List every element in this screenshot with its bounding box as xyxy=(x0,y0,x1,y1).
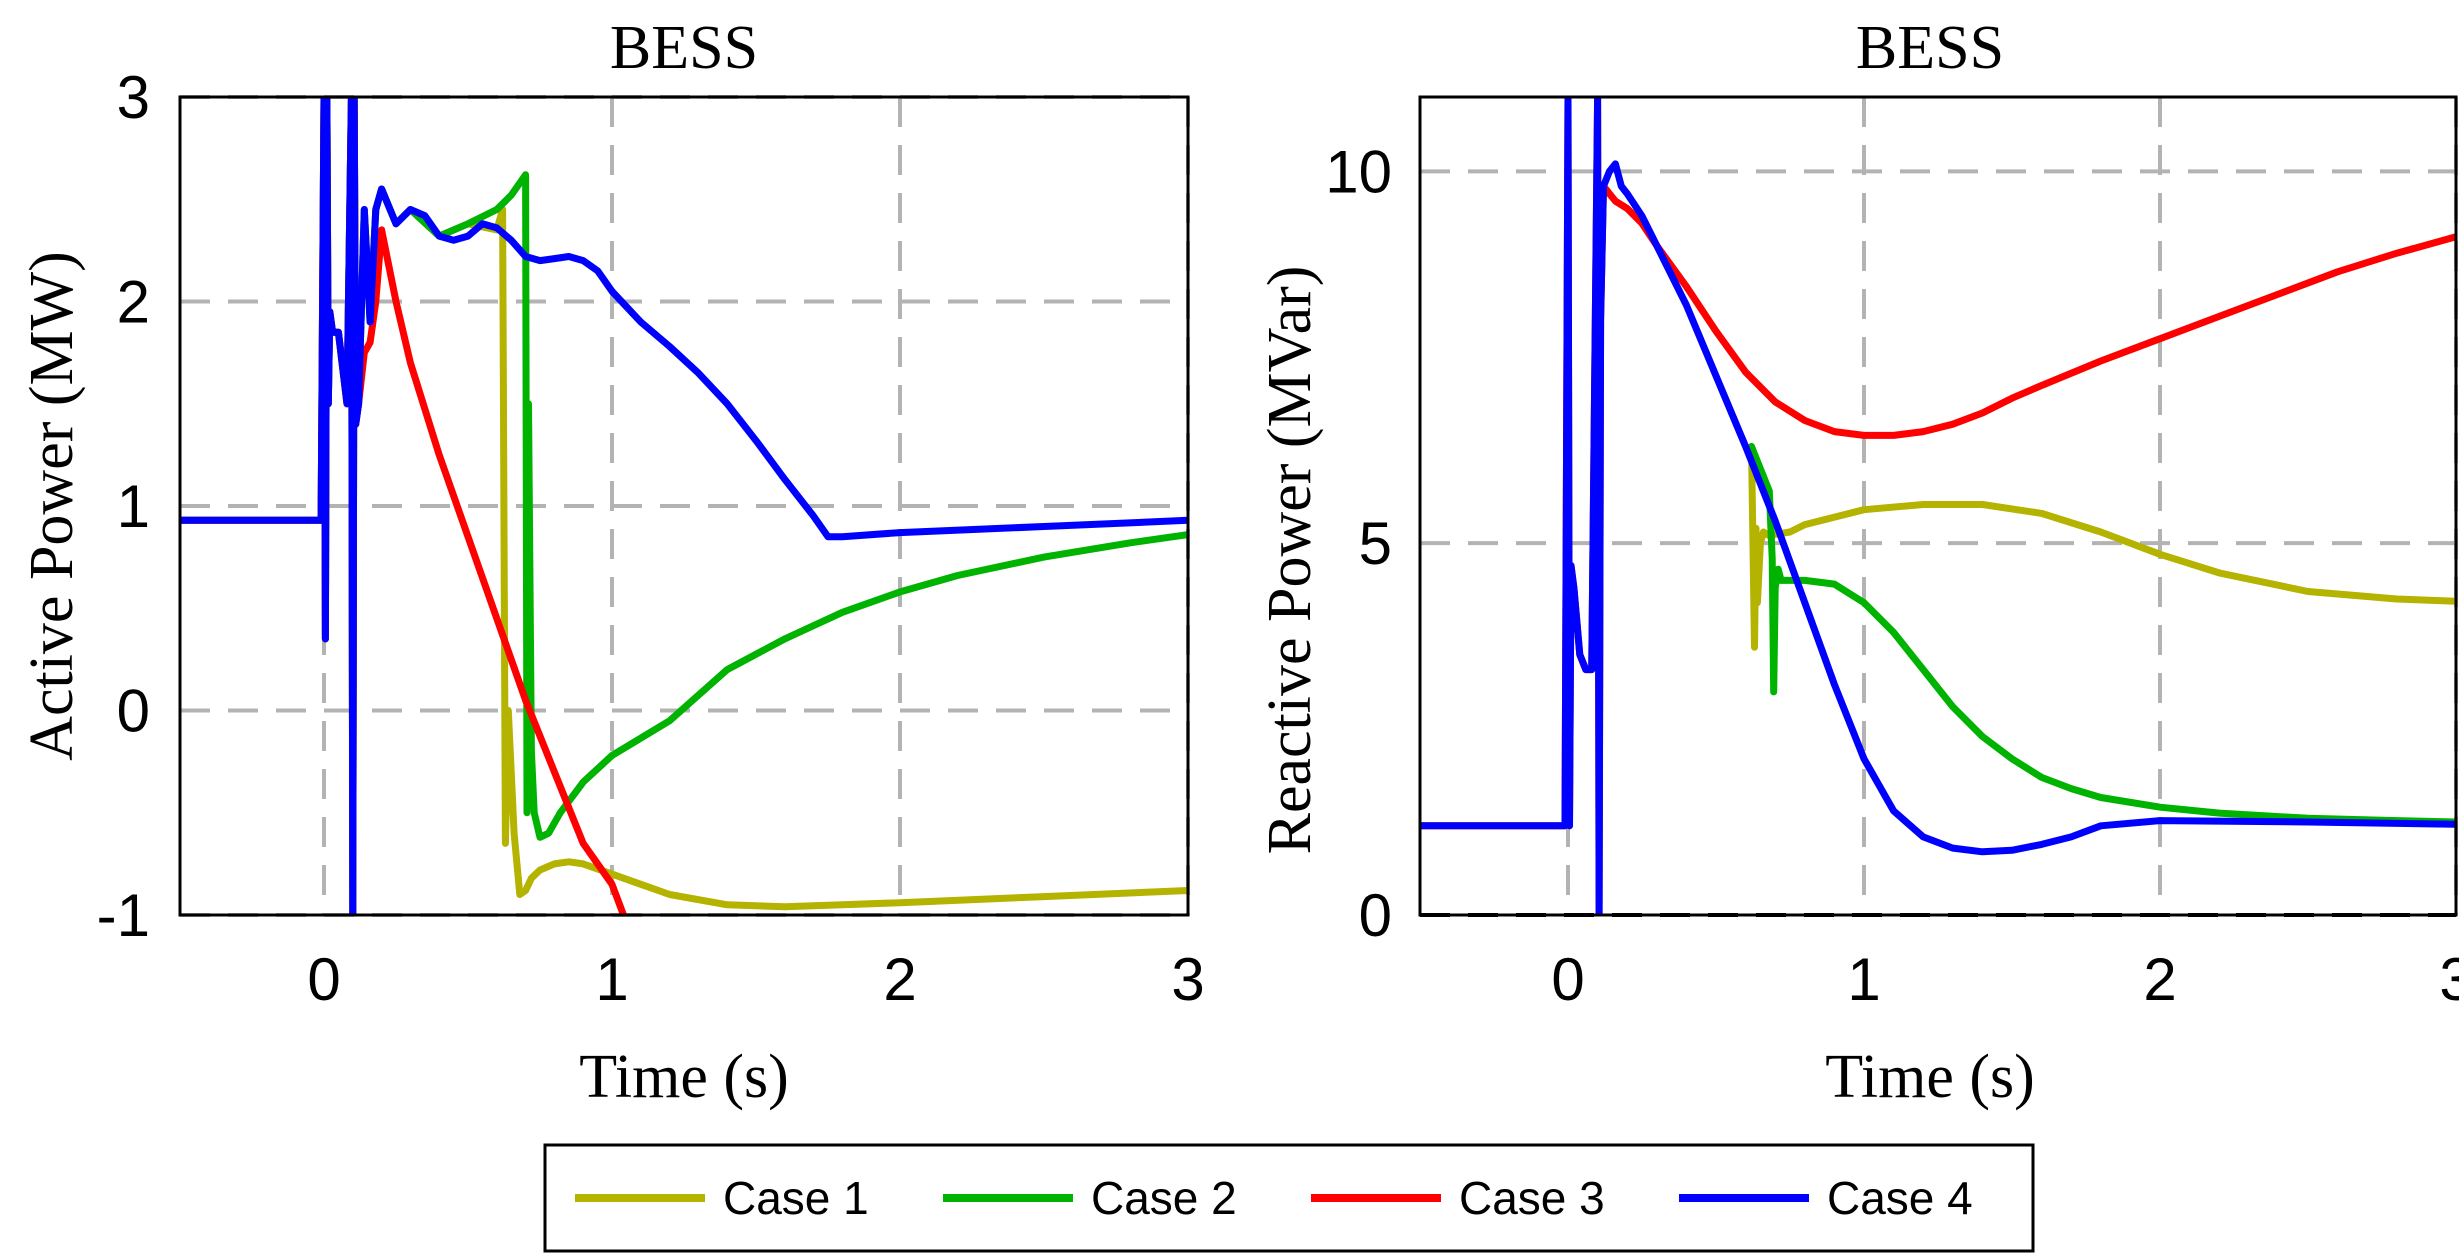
active-power-y-tick-label: 2 xyxy=(117,269,150,336)
active-power-grid xyxy=(180,95,1190,917)
active-power-chart: 0 1 2 3 -1 0 1 2 3 BESS Time (s) Active Power (… xyxy=(18,14,1205,1111)
reactive-power-x-tick-label: 1 xyxy=(1847,946,1880,1013)
reactive-power-series xyxy=(1420,97,2456,915)
active-power-x-tick-label: 0 xyxy=(307,946,340,1013)
legend: Case 1 Case 2 Case 3 Case 4 xyxy=(543,1143,2035,1253)
active-power-x-ticks: 0 1 2 3 xyxy=(307,946,1204,1013)
reactive-power-x-tick-label: 2 xyxy=(2143,946,2176,1013)
reactive-power-y-tick-label: 5 xyxy=(1359,510,1392,577)
reactive-power-x-ticks: 0 1 2 3 xyxy=(1551,946,2459,1013)
reactive-power-y-tick-label: 0 xyxy=(1359,882,1392,949)
reactive-power-plot-frame xyxy=(1418,95,2458,917)
legend-label-case-2: Case 2 xyxy=(1091,1172,1237,1224)
reactive-power-series-case-4 xyxy=(1420,97,2456,915)
legend-label-case-1: Case 1 xyxy=(723,1172,869,1224)
active-power-x-tick-label: 2 xyxy=(883,946,916,1013)
active-power-x-axis-label: Time (s) xyxy=(579,1043,789,1111)
active-power-plot-frame xyxy=(178,95,1190,917)
active-power-y-tick-label: 3 xyxy=(117,64,150,131)
reactive-power-chart: 0 1 2 3 0 5 10 BESS Time (s) Reactive Power (… xyxy=(1256,14,2459,1111)
legend-label-case-3: Case 3 xyxy=(1459,1172,1605,1224)
reactive-power-series-case-2 xyxy=(1748,443,2456,826)
reactive-power-y-ticks: 0 5 10 xyxy=(1325,138,1392,949)
reactive-power-y-axis-label: Reactive Power (MVar) xyxy=(1256,266,1324,855)
reactive-power-chart-title: BESS xyxy=(1856,14,2004,82)
reactive-power-x-tick-label: 3 xyxy=(2439,946,2459,1013)
reactive-power-y-tick-label: 10 xyxy=(1325,138,1392,205)
active-power-x-tick-label: 3 xyxy=(1171,946,1204,1013)
active-power-series xyxy=(180,97,1188,915)
active-power-chart-title: BESS xyxy=(610,14,758,82)
reactive-power-x-axis-label: Time (s) xyxy=(1825,1043,2035,1111)
legend-entries: Case 1 Case 2 Case 3 Case 4 xyxy=(575,1172,1973,1224)
active-power-y-tick-label: -1 xyxy=(97,882,150,949)
reactive-power-x-tick-label: 0 xyxy=(1551,946,1584,1013)
active-power-series-case-4 xyxy=(180,97,1188,915)
reactive-power-series-case-1 xyxy=(1748,443,2456,651)
active-power-y-ticks: -1 0 1 2 3 xyxy=(97,64,150,949)
active-power-x-tick-label: 1 xyxy=(595,946,628,1013)
active-power-y-tick-label: 1 xyxy=(117,473,150,540)
active-power-y-axis-label: Active Power (MW) xyxy=(18,251,86,761)
active-power-y-tick-label: 0 xyxy=(117,678,150,745)
legend-label-case-4: Case 4 xyxy=(1827,1172,1973,1224)
